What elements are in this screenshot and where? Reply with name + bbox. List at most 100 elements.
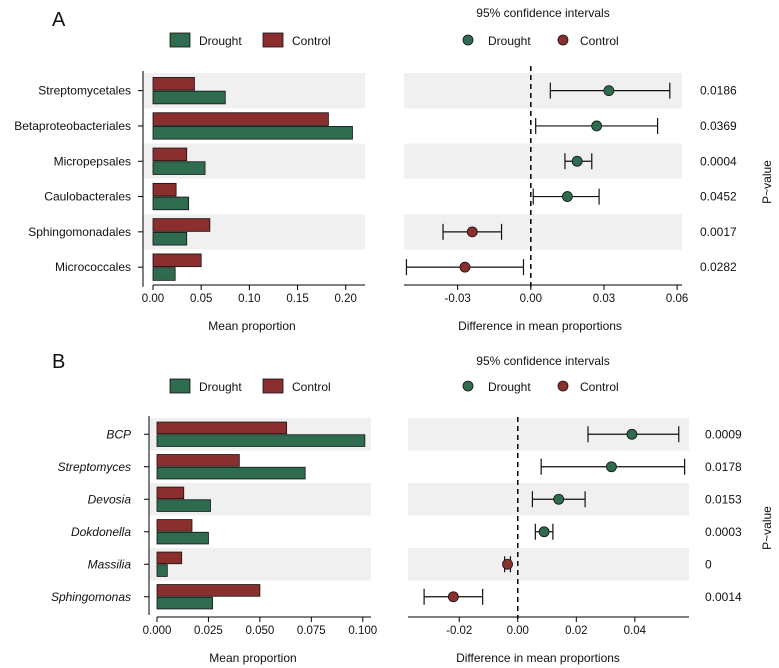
- panel-a-ci-x-tick-label: -0.03: [445, 293, 471, 305]
- panel-a-legend-drought-swatch: [169, 32, 191, 48]
- panel-a-bar-x-tick-label: 0.10: [238, 293, 260, 305]
- panel-a-bar-drought: [152, 161, 206, 175]
- panel-a-ci-point: [603, 85, 615, 97]
- panel-a-bar-drought: [152, 90, 226, 105]
- panel-a-bar-control: [152, 77, 195, 91]
- panel-b-legend-drought-swatch: [169, 378, 191, 394]
- panel-a-bar-control: [152, 112, 329, 126]
- panel-a-pvalue: 0.0369: [700, 119, 737, 133]
- panel-a-category-label: Sphingomonadales: [28, 225, 131, 239]
- panel-a-category-label: Micropepsales: [54, 154, 131, 168]
- panel-b-bar-x-tick-label: 0.075: [297, 625, 326, 637]
- panel-b-ci-point: [447, 591, 459, 603]
- panel-b-bar-drought: [156, 466, 306, 480]
- panel-a-ci-point: [571, 155, 583, 167]
- panel-a-category-label: Caulobacterales: [44, 190, 131, 204]
- panel-a-pvalue: 0.0452: [700, 190, 737, 204]
- panel-b-bar-x-tick-label: 0.100: [348, 625, 377, 637]
- panel-b-letter: B: [52, 351, 65, 373]
- panel-a-ci-x-tick-label: 0.03: [593, 293, 615, 305]
- panel-b-ci-x-tick-label: 0.04: [624, 625, 647, 637]
- panel-a-bar-control: [152, 182, 177, 197]
- panel-b-bar-drought: [156, 499, 211, 512]
- panel-b-ci-band: [408, 548, 689, 581]
- panel-b-pvalue-label: P~value: [760, 506, 774, 550]
- panel-a-bar-x-tick-label: 0.20: [335, 293, 357, 305]
- panel-b-pvalue: 0.0153: [705, 492, 742, 506]
- panel-a-legend-control-label: Control: [292, 34, 331, 48]
- panel-a-letter: A: [52, 9, 66, 31]
- panel-a-ci-x-tick-label: 0.06: [666, 293, 688, 305]
- panel-b-bar-xlabel: Mean proportion: [209, 651, 296, 665]
- panel-a-pvalue-label: P~value: [760, 160, 774, 204]
- panel-a-bar-control: [152, 218, 211, 232]
- panel-a-ci-legend-drought-label: Drought: [488, 34, 531, 48]
- panel-a-bar-x-tick-label: 0.15: [286, 293, 308, 305]
- panel-b-bar-control: [156, 584, 261, 597]
- panel-b-pvalue: 0.0178: [705, 460, 742, 474]
- panel-b-bar-control: [156, 421, 288, 435]
- panel-b-ci-legend-drought-label: Drought: [488, 380, 531, 394]
- panel-b-legend-control-label: Control: [292, 380, 331, 394]
- panel-b-ci-xlabel: Difference in mean proportions: [456, 651, 620, 665]
- panel-b-ci-x-tick-label: -0.02: [446, 625, 472, 637]
- panel-b-ci-legend-control-label: Control: [580, 380, 619, 394]
- panel-b-bar-x-tick-label: 0.025: [194, 625, 223, 637]
- panel-b-category-label: Sphingomonas: [51, 590, 131, 604]
- panel-a-bar-x-tick-label: 0.00: [142, 293, 164, 305]
- panel-b-legend-control-swatch: [262, 378, 284, 394]
- panel-a-bar-xlabel: Mean proportion: [208, 319, 295, 333]
- panel-b-bar-drought: [156, 434, 366, 447]
- panel-a-bar-control: [152, 253, 202, 268]
- panel-b-ci-legend-drought-dot: [462, 380, 474, 392]
- panel-b-bar-x-tick-label: 0.050: [245, 625, 274, 637]
- panel-b-ci-x-tick-label: 0.00: [507, 625, 529, 637]
- panel-b-pvalue: 0.0009: [705, 427, 742, 441]
- panel-b-bar-control: [156, 519, 193, 532]
- panel-b-ci-x-tick-label: 0.02: [565, 625, 587, 637]
- panel-a-pvalue: 0.0186: [700, 84, 737, 98]
- panel-b-bar-drought: [156, 596, 213, 610]
- panel-b-category-label: Dokdonella: [71, 525, 131, 539]
- panel-a-ci-band: [404, 143, 682, 179]
- panel-b-ci-point: [502, 558, 513, 570]
- panel-a-pvalue: 0.0004: [700, 154, 737, 168]
- panel-a-category-label: Streptomycetales: [38, 84, 131, 98]
- panel-b-category-label: Streptomyces: [58, 460, 131, 474]
- panel-b-bar-control: [156, 454, 240, 467]
- panel-b-pvalue: 0: [705, 557, 712, 571]
- panel-a-ci-title: 95% confidence intervals: [476, 6, 609, 20]
- panel-a-pvalue: 0.0282: [700, 260, 737, 274]
- panel-b-bar-control: [156, 486, 185, 500]
- panel-b-ci-title: 95% confidence intervals: [476, 354, 609, 368]
- panel-b-category-label: Massilia: [88, 557, 132, 571]
- panel-b-category-label: Devosia: [88, 492, 132, 506]
- panel-b-legend-drought-label: Drought: [199, 380, 242, 394]
- panel-b-ci-point: [538, 526, 550, 538]
- panel-a-ci-point: [459, 261, 471, 273]
- panel-a-bar-control: [152, 147, 188, 162]
- panel-a-ci-xlabel: Difference in mean proportions: [458, 319, 622, 333]
- panel-a-bar-drought: [152, 196, 190, 211]
- panel-b-pvalue: 0.0003: [705, 525, 742, 539]
- panel-a-ci-legend-control-label: Control: [580, 34, 619, 48]
- panel-a-ci-x-tick-label: 0.00: [520, 293, 542, 305]
- panel-b-bar-x-tick-label: 0.000: [143, 625, 172, 637]
- panel-b-bar-drought: [156, 564, 168, 577]
- panel-a-ci-legend-control-dot: [557, 34, 569, 46]
- panel-b-bar-drought: [156, 531, 209, 545]
- panel-b-pvalue: 0.0014: [705, 590, 742, 604]
- panel-a-ci-legend-drought-dot: [462, 34, 474, 46]
- panel-a-ci-point: [466, 226, 478, 238]
- panel-a-ci-point: [591, 120, 603, 132]
- panel-b-ci-point: [606, 461, 617, 473]
- panel-a-legend-drought-label: Drought: [199, 34, 242, 48]
- panel-a-category-label: Micrococcales: [55, 260, 131, 274]
- panel-a-bar-drought: [152, 126, 353, 140]
- panel-b-bar-control: [156, 551, 183, 565]
- panel-a-bar-drought: [152, 267, 176, 281]
- panel-b-bar-band: [149, 548, 371, 581]
- panel-a-ci-point: [561, 191, 573, 202]
- panel-a-category-label: Betaproteobacteriales: [14, 119, 131, 133]
